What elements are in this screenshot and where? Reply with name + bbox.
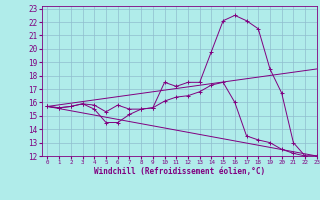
X-axis label: Windchill (Refroidissement éolien,°C): Windchill (Refroidissement éolien,°C) <box>94 167 265 176</box>
